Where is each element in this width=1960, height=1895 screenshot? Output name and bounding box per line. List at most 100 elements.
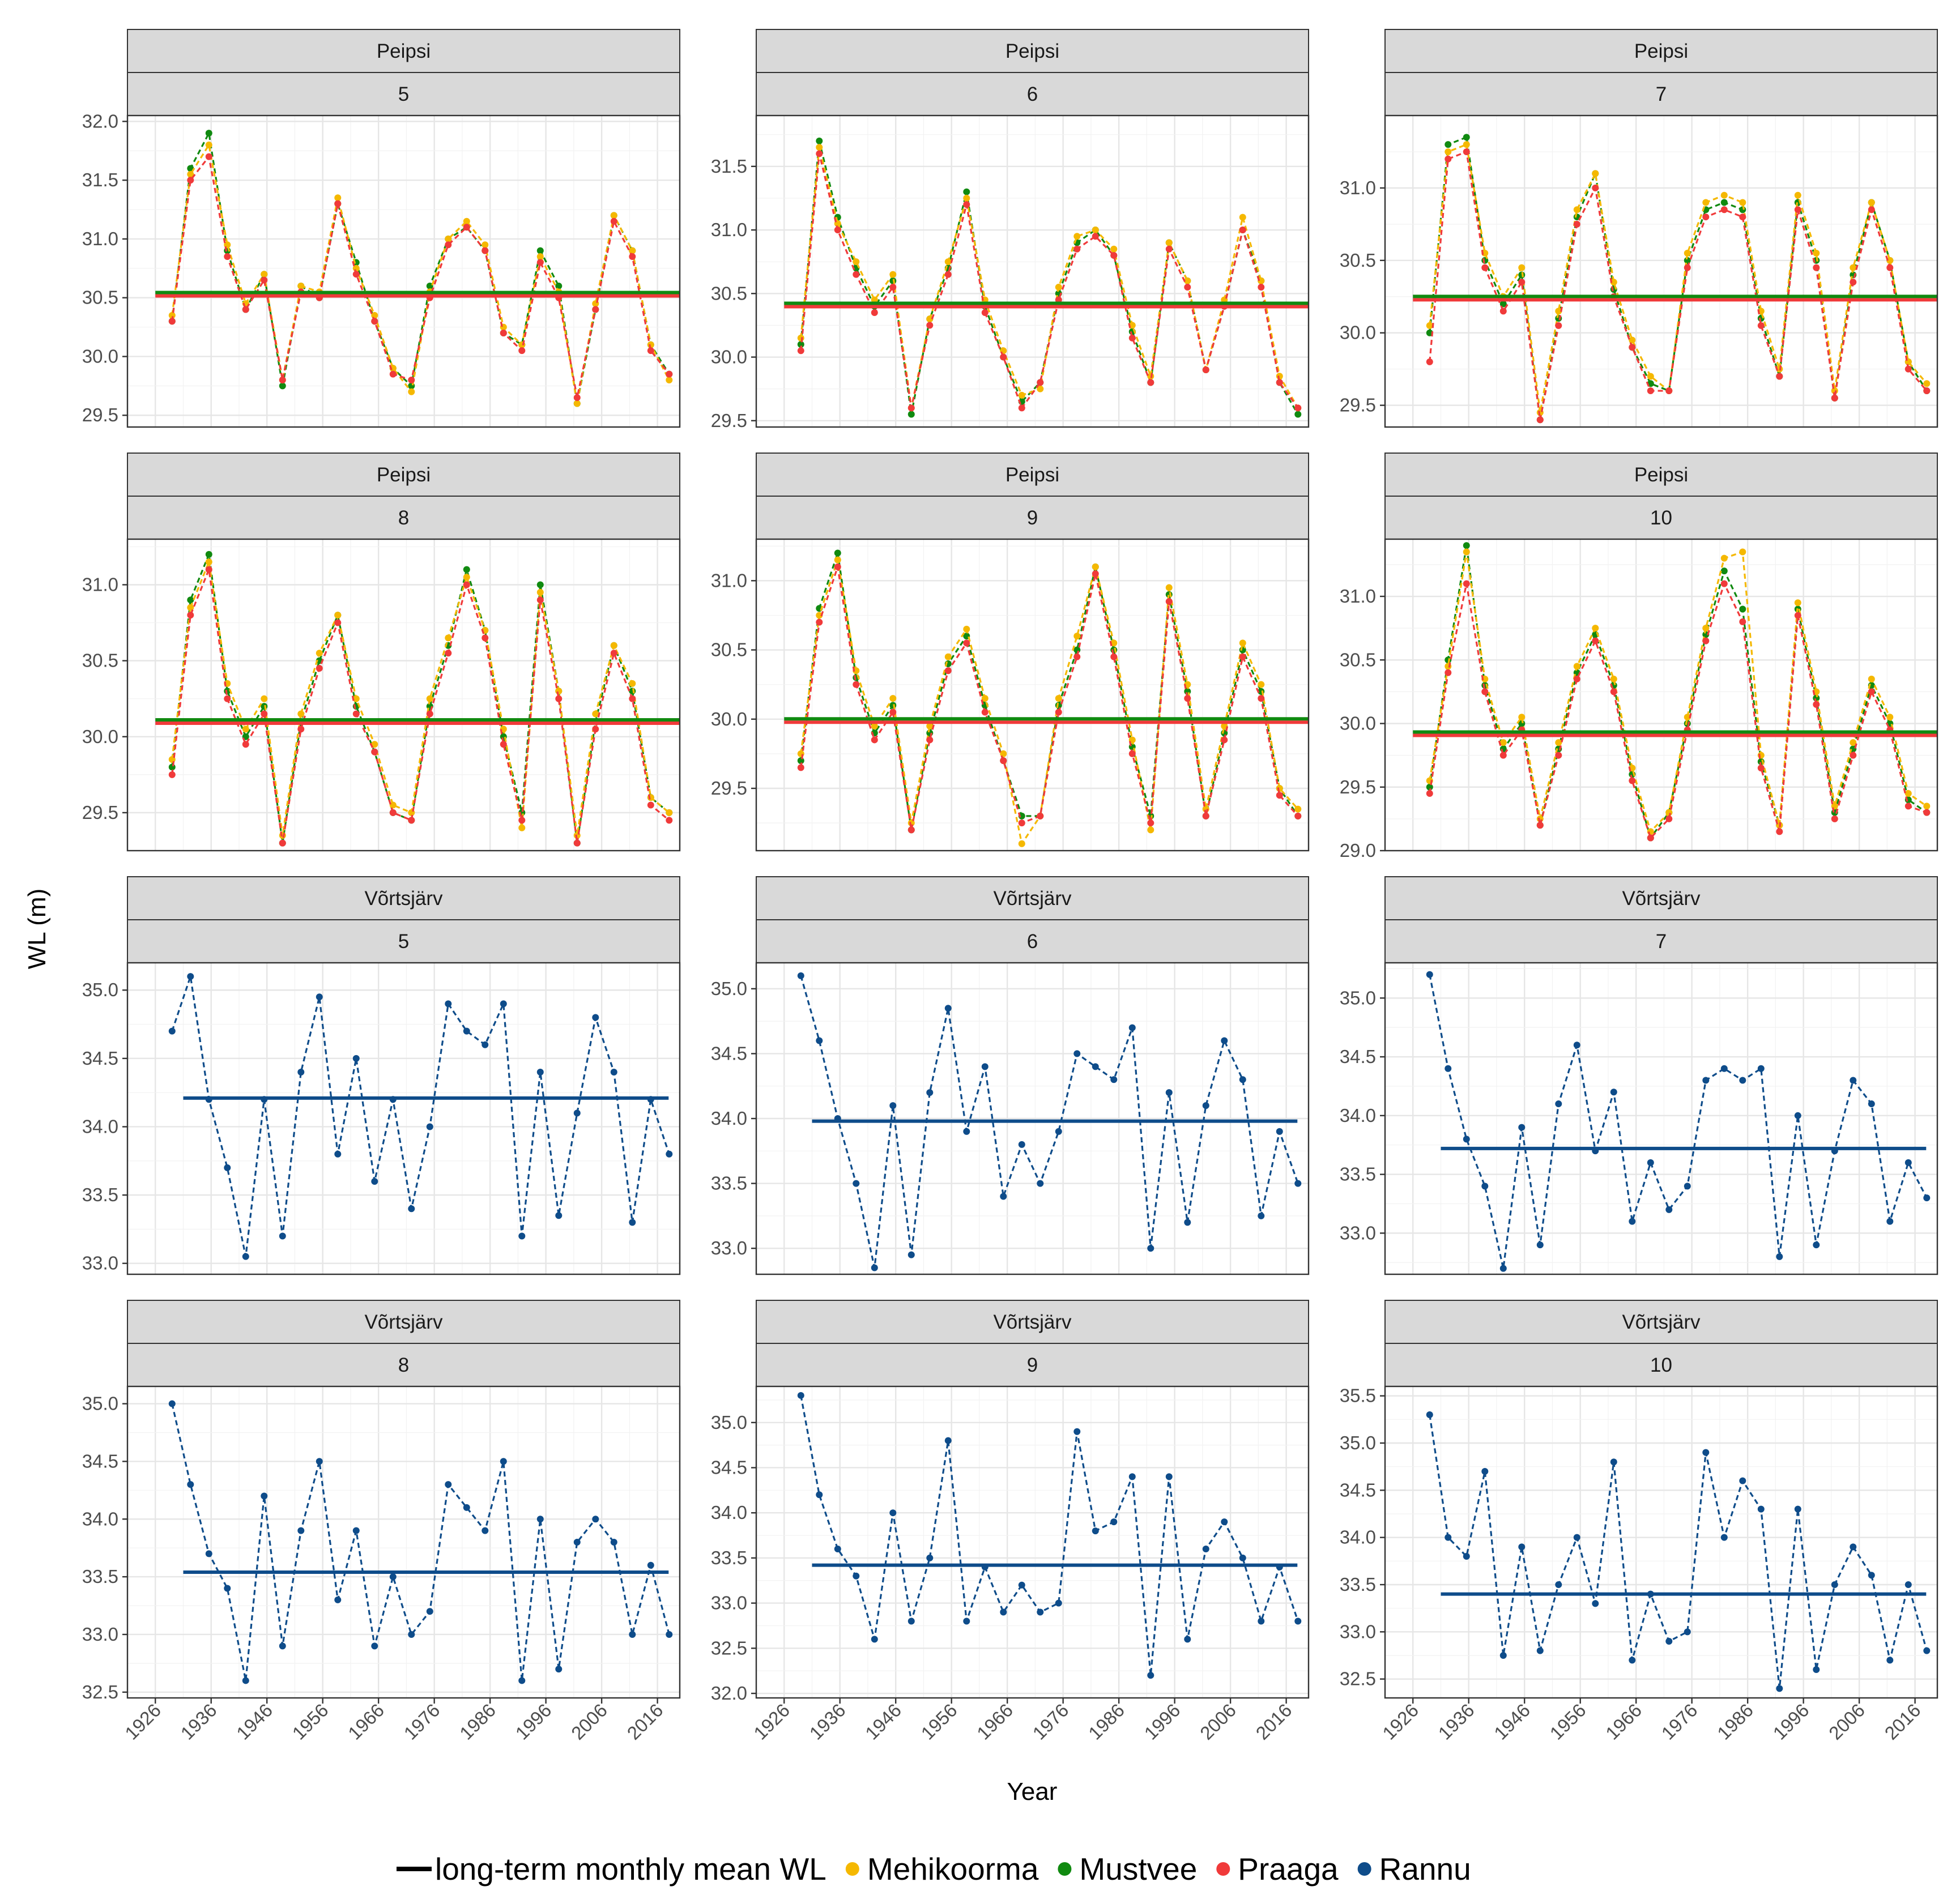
data-point-mustvee [555, 282, 563, 289]
y-tick-label: 29.0 [1340, 840, 1376, 861]
data-point-praaga [1221, 736, 1228, 744]
data-point-rannu [1426, 1411, 1433, 1418]
data-point-praaga [1463, 580, 1470, 587]
data-point-praaga [666, 370, 673, 378]
data-point-mehikoorma [168, 756, 176, 763]
x-tick-label: 1926 [749, 1700, 794, 1744]
data-point-mehikoorma [1573, 206, 1580, 214]
data-point-praaga [1147, 820, 1154, 827]
y-tick-label: 30.5 [1340, 649, 1376, 670]
panel-border [126, 1385, 681, 1699]
data-point-rannu [1610, 1089, 1617, 1096]
data-point-praaga [445, 241, 452, 249]
data-point-praaga [555, 695, 563, 702]
data-point-rannu [1165, 1089, 1173, 1096]
data-point-mehikoorma [1426, 322, 1433, 329]
x-tick-label: 1996 [1140, 1700, 1184, 1744]
y-tick-label: 35.0 [1340, 987, 1376, 1008]
strip-lake-label: Peipsi [1005, 40, 1059, 62]
y-tick-label: 34.5 [1340, 1046, 1376, 1067]
data-point-praaga [1258, 284, 1265, 291]
data-point-praaga [1886, 264, 1894, 271]
data-point-rannu [1647, 1159, 1654, 1166]
data-point-praaga [261, 276, 268, 284]
data-point-praaga [371, 748, 378, 756]
data-point-mehikoorma [334, 194, 342, 202]
strip-month-label: 9 [1027, 1354, 1038, 1376]
plot-background [127, 1386, 680, 1698]
data-point-mustvee [1499, 300, 1507, 308]
strip-lake [127, 876, 680, 920]
data-point-praaga [1037, 379, 1044, 386]
data-point-mehikoorma [205, 141, 212, 148]
data-point-praaga [371, 318, 378, 325]
data-point-praaga [445, 650, 452, 657]
data-point-praaga [261, 710, 268, 718]
data-point-mehikoorma [1055, 284, 1062, 291]
data-point-mustvee [834, 549, 841, 557]
data-point-rannu [1499, 1652, 1507, 1659]
data-point-mehikoorma [297, 282, 305, 289]
data-point-praaga [187, 612, 194, 619]
plot-background [756, 539, 1309, 851]
strip-lake-label: Peipsi [377, 40, 431, 62]
data-point-praaga [536, 596, 544, 604]
data-point-rannu [610, 1068, 617, 1075]
data-point-mehikoorma [1239, 214, 1246, 221]
data-point-mehikoorma [1221, 723, 1228, 729]
data-point-mehikoorma [1018, 391, 1025, 399]
data-point-rannu [1018, 1141, 1025, 1148]
data-point-praaga [1426, 789, 1433, 797]
data-point-praaga [926, 736, 934, 744]
y-tick-label: 34.0 [1340, 1105, 1376, 1126]
data-point-rannu [666, 1631, 673, 1638]
data-point-praaga [816, 150, 823, 157]
data-point-rannu [1481, 1468, 1489, 1475]
data-point-praaga [1165, 598, 1173, 605]
data-point-rannu [1757, 1065, 1765, 1072]
data-point-rannu [1110, 1518, 1118, 1526]
y-tick-label: 34.5 [711, 1457, 747, 1478]
y-tick-label: 33.5 [82, 1566, 118, 1587]
data-point-rannu [629, 1219, 636, 1226]
data-point-mehikoorma [1739, 548, 1746, 556]
data-point-mehikoorma [352, 695, 360, 702]
data-point-rannu [1055, 1128, 1062, 1135]
data-point-rannu [1294, 1617, 1302, 1625]
data-point-praaga [224, 253, 231, 261]
data-point-mehikoorma [1165, 239, 1173, 246]
data-point-mehikoorma [261, 695, 268, 702]
data-point-mehikoorma [1184, 277, 1191, 284]
data-point-praaga [1555, 752, 1562, 759]
data-point-praaga [1499, 308, 1507, 315]
data-point-rannu [1850, 1077, 1857, 1084]
data-point-rannu [205, 1550, 212, 1557]
strip-month [756, 919, 1309, 963]
strip-month-label: 7 [1656, 931, 1667, 953]
strip-month-label: 8 [398, 507, 409, 529]
plot-background [1385, 539, 1937, 851]
strip-lake-label: Võrtsjärv [364, 1311, 443, 1333]
strip-month-label: 9 [1027, 507, 1038, 529]
data-point-rannu [168, 1027, 176, 1035]
y-tick-label: 35.0 [711, 978, 747, 999]
data-point-praaga [1702, 637, 1710, 645]
y-tick-label: 33.5 [711, 1173, 747, 1194]
data-point-mustvee [963, 188, 970, 195]
strip-month-label: 7 [1656, 83, 1667, 105]
data-point-rannu [889, 1102, 897, 1109]
data-point-mehikoorma [1110, 639, 1118, 647]
data-point-praaga [889, 709, 897, 716]
data-point-mehikoorma [610, 212, 617, 219]
data-point-praaga [168, 771, 176, 778]
strip-month [756, 496, 1309, 540]
data-point-praaga [205, 153, 212, 160]
y-tick-label: 29.5 [711, 410, 747, 431]
series-line-rannu [800, 1395, 1299, 1676]
data-point-praaga [907, 826, 915, 834]
data-point-rannu [1573, 1534, 1580, 1541]
data-point-praaga [944, 667, 952, 675]
data-point-rannu [224, 1585, 231, 1592]
axis-titles: WL (m) Year [23, 889, 1057, 1806]
data-point-rannu [1555, 1100, 1562, 1108]
